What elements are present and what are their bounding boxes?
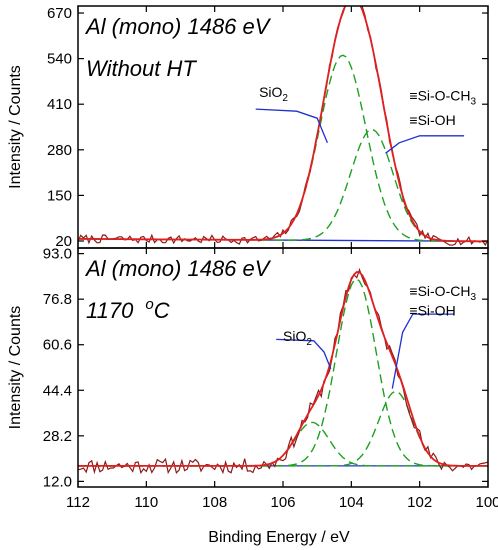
annotation-source: Al (mono) 1486 eV	[84, 256, 272, 281]
y-tick-label: 93.0	[43, 246, 72, 263]
y-axis-label: Intensity / Counts	[7, 65, 24, 189]
x-tick-label: 112	[66, 494, 90, 511]
leader-line-2	[385, 135, 465, 154]
leader-line-2	[391, 313, 454, 389]
x-tick-label: 110	[134, 494, 158, 511]
x-tick-label: 104	[339, 494, 364, 511]
y-tick-label: 410	[47, 96, 72, 113]
y-tick-label: 20	[55, 233, 72, 250]
y-tick-label: 150	[47, 187, 72, 204]
peak-label-3: ≡Si-OH	[409, 112, 455, 128]
raw-spectrum	[78, 267, 488, 475]
top-panel: 20 150 280 410 540 670 Intensity / Counts Al (m…	[7, 5, 489, 250]
x-tick-label: 106	[270, 494, 295, 511]
peak-label-1: SiO2	[259, 84, 288, 104]
bottom-panel: 12.0 28.2 44.4 60.6 76.8 93.0 112 110 108 106 104 1…	[7, 246, 498, 511]
y-tick-label: 280	[47, 142, 72, 159]
y-tick-label: 60.6	[43, 337, 72, 354]
leader-line-1	[255, 108, 329, 144]
fit-envelope	[78, 271, 488, 467]
y-tick-label: 540	[47, 51, 72, 68]
annotation-source: Al (mono) 1486 eV	[84, 14, 272, 39]
x-tick-label: 108	[202, 494, 227, 511]
y-tick-label: 670	[47, 5, 72, 22]
y-tick-label: 76.8	[43, 291, 72, 308]
raw-spectrum	[78, 6, 488, 247]
component-peak-1	[78, 421, 488, 467]
fit-envelope	[78, 6, 488, 243]
annotation-condition: Without HT	[86, 56, 197, 81]
y-tick-label: 12.0	[43, 473, 72, 490]
annotation-condition: 1170 oC	[86, 296, 170, 323]
component-peak-1	[78, 54, 488, 242]
component-peak-2	[78, 278, 488, 467]
peak-label-2: ≡Si-O-CH3	[409, 88, 476, 108]
y-tick-label: 28.2	[43, 428, 72, 445]
x-tick-label: 102	[407, 494, 432, 511]
leader-line-1	[276, 338, 332, 370]
y-axis-label: Intensity / Counts	[7, 306, 24, 430]
y-tick-label: 44.4	[43, 382, 72, 399]
peak-label-2: ≡Si-O-CH3	[409, 283, 476, 303]
peak-label-3: ≡Si-OH	[409, 302, 455, 318]
x-tick-label: 100	[475, 494, 498, 511]
x-axis-label: Binding Energy / eV	[208, 529, 350, 546]
peak-label-1: SiO2	[283, 328, 312, 348]
